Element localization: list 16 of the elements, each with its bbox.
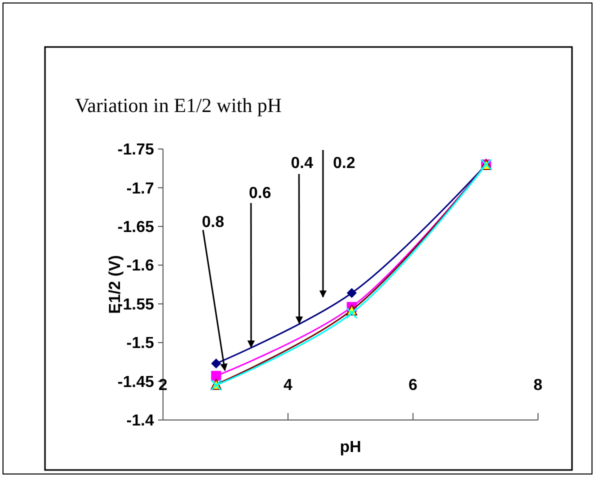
x-axis-title: pH xyxy=(340,439,362,456)
x-tick-label: 8 xyxy=(534,377,543,394)
y-tick-label: -1.5 xyxy=(126,335,154,352)
annotation: 0.6 xyxy=(248,185,272,202)
chart-title: Variation in E1/2 with pH xyxy=(75,95,282,117)
y-tick-label: -1.65 xyxy=(118,219,154,236)
annotation: 0.4 xyxy=(290,155,314,172)
x-tick-label: 4 xyxy=(284,377,293,394)
y-tick-label: -1.45 xyxy=(118,374,154,391)
y-tick-label: -1.7 xyxy=(126,180,154,198)
y-tick-label: -1.4 xyxy=(126,412,154,430)
annotation: 0.2 xyxy=(333,155,356,172)
y-tick-label: -1.6 xyxy=(126,258,154,275)
y-tick-label: -1.75 xyxy=(118,142,154,159)
x-tick-label: 6 xyxy=(408,377,418,394)
annotation: 0.8 xyxy=(202,214,224,231)
